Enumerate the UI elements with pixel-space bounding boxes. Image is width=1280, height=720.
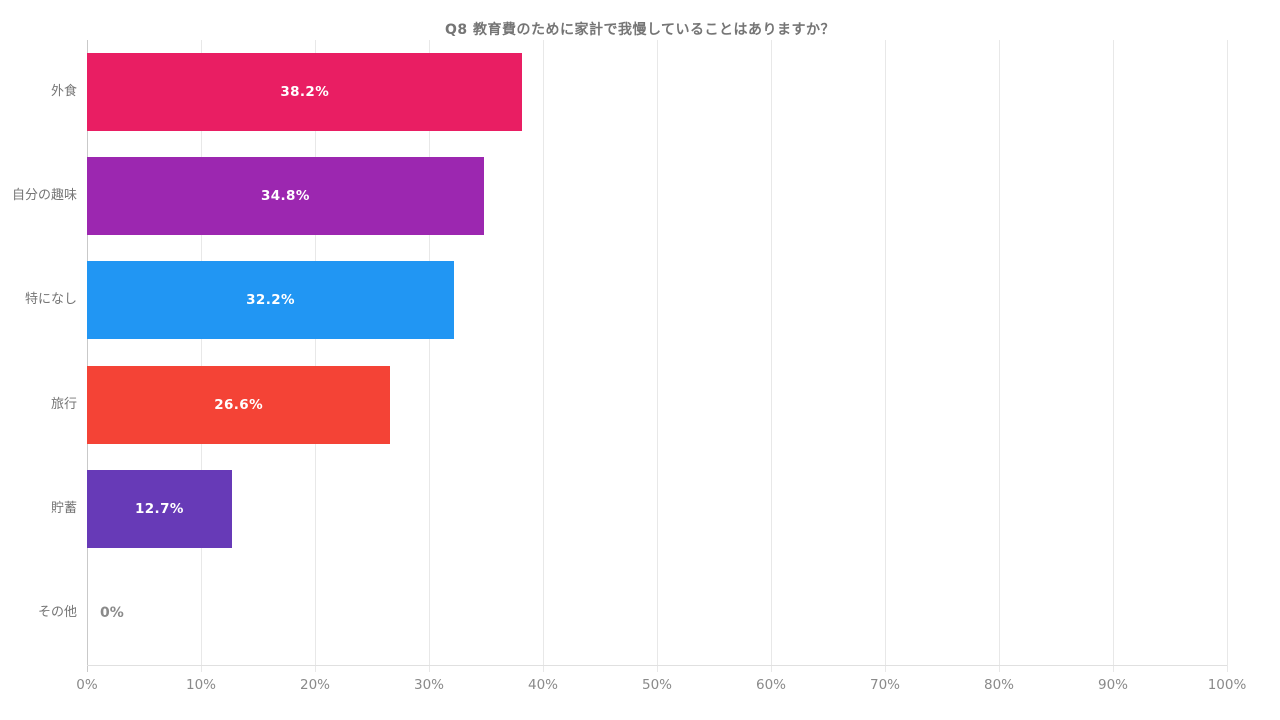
gridline <box>999 40 1000 672</box>
category-label: 自分の趣味 <box>11 188 77 204</box>
bar-value-label: 38.2% <box>280 84 330 101</box>
gridline <box>657 40 658 672</box>
category-label: 貯蓄 <box>50 500 77 516</box>
y-axis-category-labels: 外食自分の趣味特になし旅行貯蓄その他 <box>0 40 77 665</box>
category-label: 外食 <box>50 84 77 100</box>
x-tick-label: 50% <box>641 677 672 693</box>
x-tick-label: 30% <box>413 677 444 693</box>
category-label: 特になし <box>24 292 77 308</box>
x-tick-label: 80% <box>983 677 1014 693</box>
bar: 38.2% <box>87 53 523 132</box>
chart-title: Q8 教育費のために家計で我慢していることはありますか？ <box>444 22 836 38</box>
gridline <box>201 40 202 672</box>
gridline <box>315 40 316 672</box>
gridline <box>1227 40 1228 672</box>
bar: 34.8% <box>87 157 484 236</box>
gridline <box>771 40 772 672</box>
y-axis-line <box>87 40 88 672</box>
x-tick-label: 20% <box>299 677 330 693</box>
gridline <box>429 40 430 672</box>
category-label: その他 <box>37 604 77 620</box>
gridline <box>1113 40 1114 672</box>
bar: 12.7% <box>87 469 232 548</box>
bar-value-label: 32.2% <box>246 292 295 309</box>
gridline <box>543 40 544 672</box>
category-label: 旅行 <box>50 396 77 412</box>
x-tick-label: 40% <box>527 677 558 693</box>
bar-value-label: 0% <box>100 604 124 621</box>
bar: 32.2% <box>87 261 455 340</box>
bar-value-label: 26.6% <box>214 396 264 413</box>
x-axis-line <box>87 665 1227 666</box>
x-tick-label: 0% <box>76 677 98 693</box>
x-tick-label: 70% <box>869 677 900 693</box>
bar: 26.6% <box>87 365 391 444</box>
bar-value-label: 12.7% <box>134 500 184 517</box>
x-tick-label: 10% <box>185 677 216 693</box>
x-tick-label: 90% <box>1097 677 1128 693</box>
plot-area: 0% 10% 20% 30% 40% 50% 60% 70% 80% 90% 100% 38.2% 34… <box>76 40 1246 693</box>
gridline <box>885 40 886 672</box>
bar-value-label: 34.8% <box>260 188 310 205</box>
x-tick-label: 60% <box>755 677 786 693</box>
x-tick-label: 100% <box>1207 677 1247 693</box>
